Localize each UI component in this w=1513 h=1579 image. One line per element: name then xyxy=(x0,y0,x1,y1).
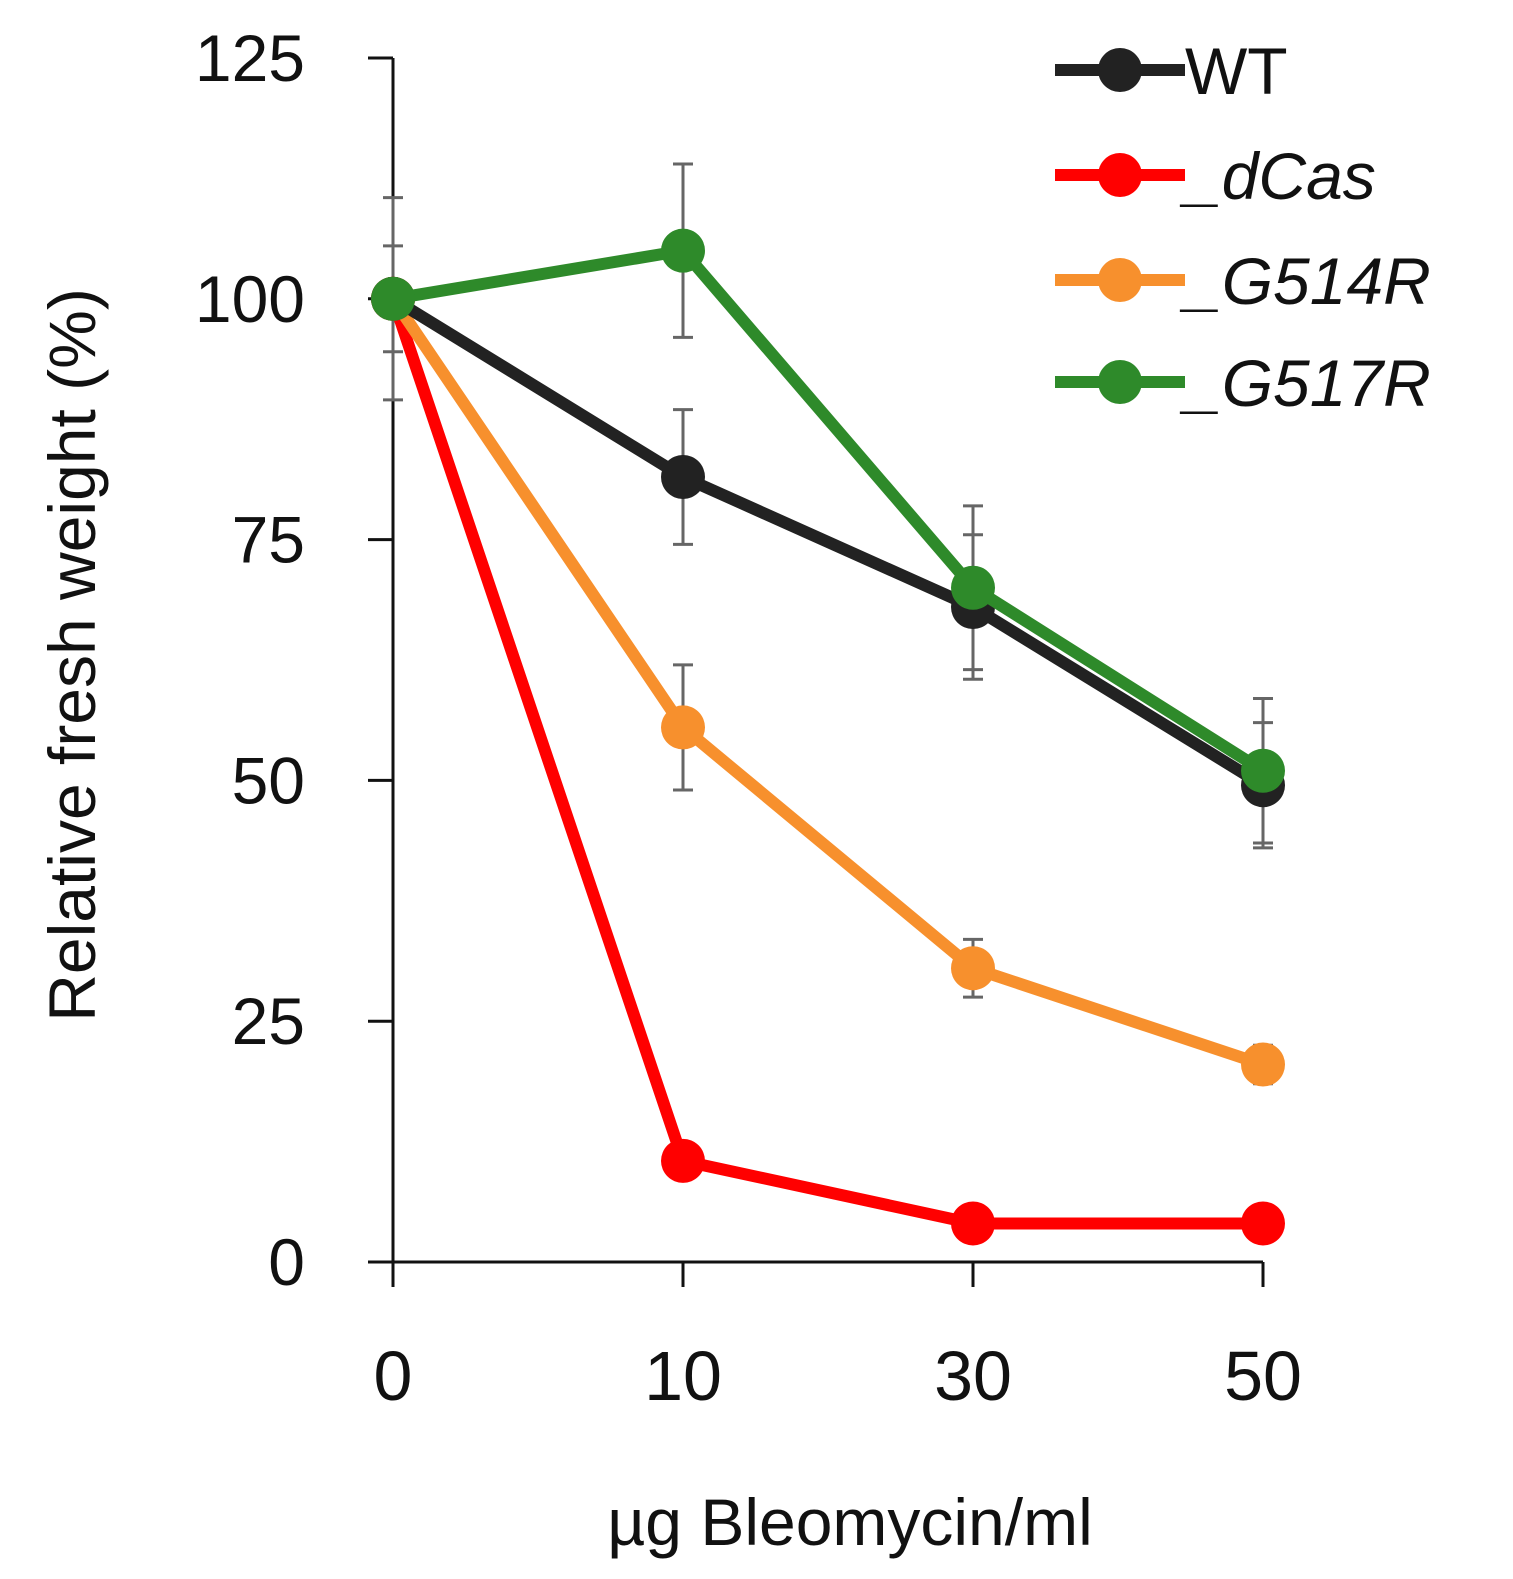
y-tick-label: 100 xyxy=(195,262,305,336)
data-point-g517r xyxy=(1241,748,1285,793)
series-line-g517r xyxy=(392,244,1267,776)
series-line-dcas xyxy=(387,296,1263,1230)
legend-label-dcas: _dCas xyxy=(1179,139,1376,213)
x-tick-label: 30 xyxy=(934,1337,1012,1415)
y-tick-label: 25 xyxy=(232,984,305,1058)
legend-marker-dcas xyxy=(1098,153,1142,197)
series-group xyxy=(371,162,1285,1246)
data-point-dcas xyxy=(661,1138,705,1183)
ticks: 0 25 50 75 100 125 0 10 30 50 xyxy=(195,21,1302,1415)
legend-marker-g517r xyxy=(1098,360,1142,404)
legend-label-g514r: _G514R xyxy=(1179,244,1431,318)
y-tick-label: 50 xyxy=(232,743,305,817)
data-point-g514r xyxy=(661,705,705,750)
legend: WT _dCas _G514R _G517R xyxy=(1055,34,1431,420)
data-point-g514r xyxy=(951,946,995,991)
y-tick-label: 75 xyxy=(232,503,305,577)
y-tick-label: 125 xyxy=(195,21,305,95)
x-tick-label: 0 xyxy=(374,1337,413,1415)
data-point-g517r xyxy=(371,276,415,321)
legend-label-wt: WT xyxy=(1185,34,1288,108)
data-point-dcas xyxy=(951,1201,995,1246)
data-point-g517r xyxy=(951,565,995,610)
series-line-wt xyxy=(389,293,1267,791)
data-point-g517r xyxy=(661,228,705,273)
series-line-g514r xyxy=(388,295,1265,1071)
x-axis-title: µg Bleomycin/ml xyxy=(607,1485,1093,1559)
x-tick-label: 10 xyxy=(644,1337,722,1415)
data-point-dcas xyxy=(1241,1201,1285,1246)
axes xyxy=(368,58,1263,1264)
legend-marker-wt xyxy=(1098,48,1142,92)
y-tick-label: 0 xyxy=(268,1225,305,1299)
data-point-wt xyxy=(661,454,705,499)
x-tick-label: 50 xyxy=(1224,1337,1302,1415)
y-axis-title: Relative fresh weight (%) xyxy=(35,288,109,1022)
legend-label-g517r: _G517R xyxy=(1179,346,1431,420)
legend-marker-g514r xyxy=(1098,258,1142,302)
data-point-g514r xyxy=(1241,1042,1285,1087)
